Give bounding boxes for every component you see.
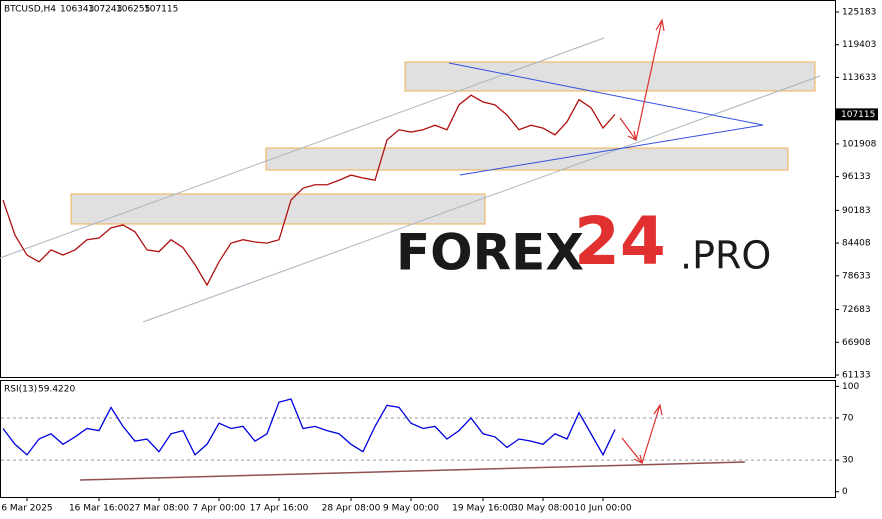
x-tick-label: 17 Apr 16:00 [250, 504, 309, 514]
x-tick-label: 19 May 16:00 [452, 504, 514, 514]
x-tick-label: 7 Apr 00:00 [193, 504, 246, 514]
current-price-label: 107115 [841, 110, 875, 120]
x-tick-label: 10 Jun 00:00 [574, 504, 631, 514]
zones [70, 61, 816, 225]
x-tick-label: 30 May 08:00 [512, 504, 574, 514]
watermark-text: .PRO [680, 234, 771, 278]
price-line [2, 94, 616, 287]
y-tick-label: 101908 [842, 139, 877, 149]
triangle-line [459, 124, 764, 176]
watermark-text: 24 [574, 203, 666, 280]
y-tick-label: 72683 [842, 305, 871, 315]
watermark: FOREX 24 .PRO [396, 203, 771, 281]
support-zone [70, 193, 486, 225]
price-line [2, 398, 616, 457]
y-tick-label: 125183 [842, 7, 876, 17]
ohlc-label: 106255 [116, 5, 150, 15]
y-tick-label: 70 [842, 413, 854, 423]
ohlc-label: 107243 [88, 5, 122, 15]
y-tick-label: 113633 [842, 73, 876, 83]
x-tick-label: 9 May 00:00 [383, 504, 439, 514]
y-tick-label: 78633 [842, 271, 871, 281]
channel-line [0, 37, 605, 259]
x-tick-label: 27 Mar 08:00 [129, 504, 189, 514]
arrow [635, 18, 665, 141]
rsi-panel [0, 380, 836, 498]
x-tick-label: 28 Apr 08:00 [322, 504, 381, 514]
channel-line [142, 75, 821, 323]
y-tick-label: 100 [842, 382, 859, 392]
symbol-label: BTCUSD,H4 [4, 5, 56, 15]
ohlc-label: 107115 [144, 5, 178, 15]
current-price-box [836, 108, 878, 121]
rsi-title: RSI(13) [4, 385, 37, 395]
rsi-trend-line [79, 461, 746, 481]
support-zone [265, 147, 789, 171]
y-tick-label: 66908 [842, 338, 871, 348]
forecast-arrows [619, 18, 665, 465]
y-tick-label: 84408 [842, 239, 871, 249]
y-tick-label: 61133 [842, 370, 871, 380]
triangle-line [448, 62, 764, 126]
ohlc-label: 106343 [60, 5, 94, 15]
trend-lines [0, 37, 821, 481]
y-tick-label: 90183 [842, 206, 871, 216]
watermark-text: FOREX [396, 224, 584, 282]
rsi-value: 59.4220 [38, 385, 75, 395]
price-panel [0, 0, 836, 378]
x-tick-label: 6 Mar 2025 [1, 504, 52, 514]
arrow [641, 403, 663, 464]
y-tick-label: 30 [842, 456, 854, 466]
y-tick-label: 119403 [842, 40, 876, 50]
y-tick-label: 96133 [842, 172, 871, 182]
resistance-zone [404, 61, 816, 92]
y-tick-label: 0 [842, 487, 848, 497]
x-tick-label: 16 Mar 16:00 [69, 504, 129, 514]
